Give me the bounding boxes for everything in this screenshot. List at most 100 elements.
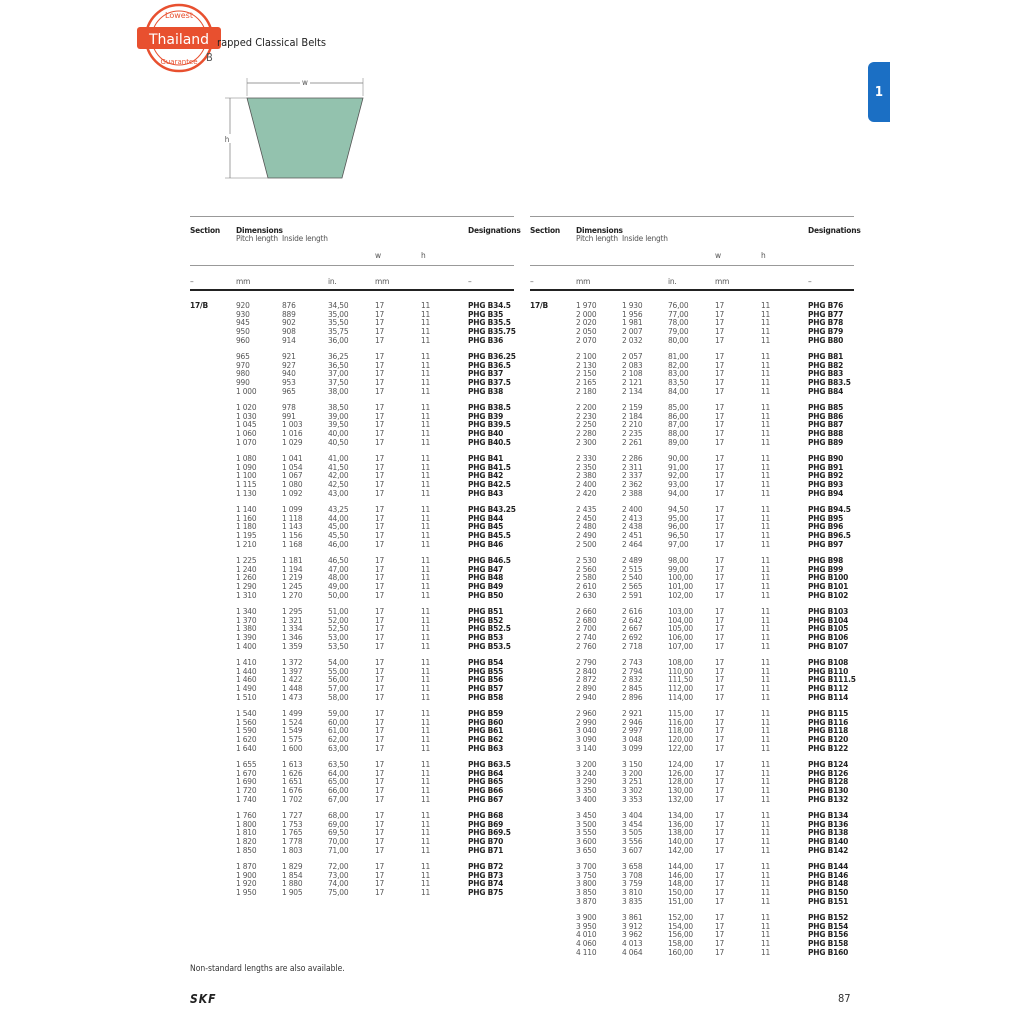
cell-height-h: 11 (761, 563, 771, 574)
cell-designation: PHG B64 (468, 767, 504, 778)
cell-height-h: 11 (421, 836, 431, 847)
cell-length-in: 45,00 (328, 521, 349, 532)
header-dimensions: Dimensions (236, 225, 283, 235)
cell-inside-length: 2 921 (622, 708, 643, 718)
cell-designation: PHG B45 (468, 521, 504, 532)
cell-length-in: 63,50 (328, 759, 349, 769)
cell-length-in: 108,00 (668, 657, 693, 667)
cell-pitch-length: 1 090 (236, 461, 257, 472)
cell-length-in: 74,00 (328, 878, 349, 889)
cell-designation: PHG B86 (808, 410, 844, 421)
cell-inside-length: 3 251 (622, 776, 643, 787)
cell-height-h: 11 (421, 827, 431, 838)
cell-designation: PHG B73 (468, 869, 504, 880)
cell-pitch-length: 2 280 (576, 428, 597, 439)
cell-length-in: 85,00 (668, 402, 689, 412)
cell-height-h: 11 (761, 470, 771, 481)
cell-pitch-length: 2 130 (576, 359, 597, 370)
cell-width-w: 17 (375, 317, 385, 328)
cell-inside-length: 1 334 (282, 623, 303, 634)
cell-pitch-length: 1 800 (236, 818, 257, 829)
cell-length-in: 75,00 (328, 887, 349, 898)
cell-inside-length: 3 708 (622, 869, 643, 880)
cell-inside-length: 902 (282, 317, 296, 328)
cell-pitch-length: 2 500 (576, 538, 597, 549)
cell-length-in: 158,00 (668, 938, 693, 949)
cell-inside-length: 3 912 (622, 920, 643, 931)
cell-width-w: 17 (715, 581, 725, 592)
chapter-tab[interactable]: 1 (868, 62, 890, 122)
cell-length-in: 80,00 (668, 334, 689, 345)
cell-pitch-length: 3 140 (576, 742, 597, 753)
cell-height-h: 11 (761, 810, 771, 820)
cell-width-w: 17 (375, 326, 385, 337)
cell-length-in: 37,00 (328, 368, 349, 379)
cell-width-w: 17 (375, 538, 385, 549)
cell-pitch-length: 1 260 (236, 572, 257, 583)
cell-designation: PHG B138 (808, 827, 849, 838)
cell-designation: PHG B65 (468, 776, 504, 787)
cell-height-h: 11 (761, 912, 771, 922)
cell-length-in: 156,00 (668, 929, 693, 940)
cell-height-h: 11 (421, 453, 431, 463)
cell-width-w: 17 (715, 929, 725, 940)
cell-pitch-length: 3 800 (576, 878, 597, 889)
cell-designation: PHG B52.5 (468, 623, 511, 634)
cell-inside-length: 908 (282, 326, 296, 337)
cell-length-in: 95,00 (668, 512, 689, 523)
cell-inside-length: 940 (282, 368, 296, 379)
cell-height-h: 11 (761, 385, 771, 396)
cell-designation: PHG B40.5 (468, 436, 511, 447)
cell-inside-length: 1 613 (282, 759, 303, 769)
cell-width-w: 17 (715, 334, 725, 345)
cell-height-h: 11 (421, 725, 431, 736)
cell-designation: PHG B150 (808, 887, 849, 898)
cell-designation: PHG B101 (808, 581, 849, 592)
cell-inside-length: 2 718 (622, 640, 643, 651)
cell-width-w: 17 (375, 657, 385, 667)
divider (190, 265, 514, 266)
cell-designation: PHG B95 (808, 512, 844, 523)
cell-pitch-length: 3 650 (576, 844, 597, 855)
cell-designation: PHG B54 (468, 657, 504, 667)
cell-length-in: 88,00 (668, 428, 689, 439)
cell-pitch-length: 2 250 (576, 419, 597, 430)
cell-pitch-length: 1 540 (236, 708, 257, 718)
cell-height-h: 11 (421, 410, 431, 421)
cell-width-w: 17 (375, 767, 385, 778)
skf-logo: SKF (190, 992, 217, 1006)
cell-width-w: 17 (375, 810, 385, 820)
cell-inside-length: 1 448 (282, 683, 303, 694)
cell-width-w: 17 (375, 725, 385, 736)
cell-designation: PHG B156 (808, 929, 849, 940)
cell-pitch-length: 2 350 (576, 461, 597, 472)
cell-inside-length: 2 134 (622, 385, 643, 396)
cell-height-h: 11 (761, 742, 771, 753)
cell-length-in: 105,00 (668, 623, 693, 634)
cell-width-w: 17 (715, 606, 725, 616)
cell-height-h: 11 (421, 300, 431, 310)
cell-designation: PHG B151 (808, 895, 849, 906)
cell-height-h: 11 (761, 436, 771, 447)
cell-inside-length: 1 600 (282, 742, 303, 753)
cell-width-w: 17 (375, 640, 385, 651)
cell-designation: PHG B94.5 (808, 504, 851, 514)
cell-pitch-length: 2 610 (576, 581, 597, 592)
cell-width-w: 17 (375, 674, 385, 685)
cell-width-w: 17 (715, 938, 725, 949)
cell-pitch-length: 1 410 (236, 657, 257, 667)
cell-width-w: 17 (715, 410, 725, 421)
unit-mm-2: mm (715, 276, 730, 286)
cell-pitch-length: 2 100 (576, 351, 597, 361)
cell-height-h: 11 (421, 504, 431, 514)
cell-designation: PHG B152 (808, 912, 849, 922)
cell-inside-length: 2 464 (622, 538, 643, 549)
cell-inside-length: 2 337 (622, 470, 643, 481)
cell-designation: PHG B69 (468, 818, 504, 829)
cell-length-in: 35,50 (328, 317, 349, 328)
divider (530, 265, 854, 266)
cell-pitch-length: 1 560 (236, 716, 257, 727)
cell-inside-length: 1 099 (282, 504, 303, 514)
cell-length-in: 71,00 (328, 844, 349, 855)
unit-section: – (190, 276, 194, 286)
